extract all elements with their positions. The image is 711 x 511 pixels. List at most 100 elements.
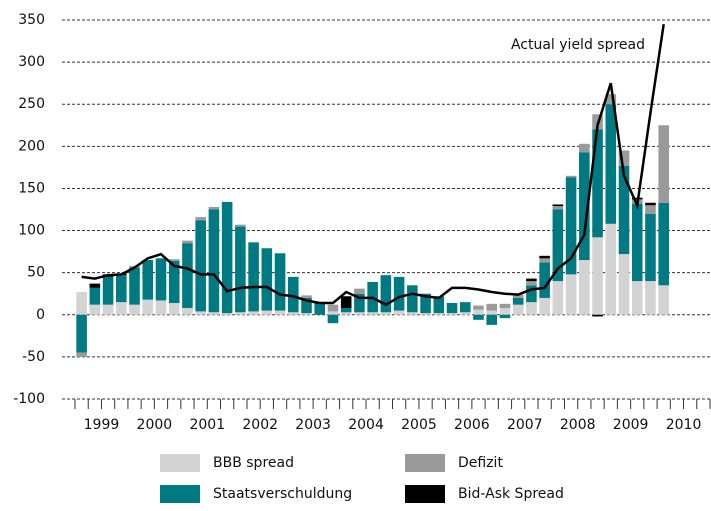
legend-label: Bid-Ask Spread [458,486,564,502]
bar [301,295,312,298]
bar [592,237,603,315]
bar [459,312,471,315]
bar [552,204,564,207]
bar [512,304,524,315]
bar [486,314,498,325]
bar [155,258,167,301]
bar [208,312,220,315]
y-tick-label: 200 [18,138,45,154]
y-tick-label: -50 [22,349,45,365]
bar [579,260,590,315]
bar [116,302,127,315]
bar [327,311,339,315]
bar [539,258,550,263]
bar [129,304,140,315]
bar [446,302,458,314]
bar [208,209,220,313]
bar [261,248,273,311]
line-annotation: Actual yield spread [511,37,645,53]
bar [195,220,206,312]
bar [420,313,431,315]
bar [539,297,550,315]
bar [486,303,498,311]
bar [499,308,511,315]
bar [473,305,484,310]
y-tick-label: 0 [36,307,45,323]
bar [526,302,537,315]
y-tick-label: 350 [18,12,45,28]
bar [407,285,418,313]
x-tick-label: 2004 [348,417,384,433]
bar [433,296,445,314]
bar [274,310,286,315]
bar [76,292,87,315]
bar [605,223,617,315]
bar [473,314,484,320]
bar [433,313,445,315]
bar [618,165,630,255]
bar [340,308,352,313]
bar [182,240,193,244]
x-tick-label: 2008 [560,417,596,433]
bar [208,206,220,210]
y-tick-label: 250 [18,96,45,112]
x-tick-label: 2009 [613,417,649,433]
legend-swatch [405,485,445,503]
bar [645,205,656,214]
bar [512,297,524,305]
x-tick-label: 2007 [507,417,543,433]
bar [393,276,405,311]
bar [301,313,312,315]
bar [235,224,246,227]
bar [340,312,352,315]
x-tick-label: 2000 [137,417,173,433]
bar [473,309,484,315]
bar [221,313,233,315]
bar [512,294,524,298]
bar [605,104,617,224]
bar [645,213,656,282]
bar [168,302,180,315]
x-tick-label: 2002 [242,417,278,433]
bar [446,313,458,315]
bar [592,129,603,238]
bar [248,311,259,315]
bar [76,314,87,353]
bar [235,226,246,313]
bar [287,312,299,315]
bar [565,177,577,275]
bar [301,297,312,314]
bar [235,312,246,315]
bar [340,296,352,309]
legend-label: BBB spread [213,455,294,471]
y-tick-label: 100 [18,223,45,239]
legend-swatch [160,485,200,503]
bar [499,303,511,309]
bar [142,299,154,315]
bar [380,275,392,313]
bar [102,304,114,315]
bar [486,310,498,315]
bar [221,201,233,314]
bar [645,202,656,206]
bar [552,209,564,282]
bar [565,274,577,315]
y-tick-label: -100 [13,391,45,407]
x-tick-label: 2010 [666,417,702,433]
legend-swatch [160,454,200,472]
bar [89,283,101,288]
y-tick-label: 50 [27,265,45,281]
bar [76,352,87,357]
bar [605,94,617,105]
bar [592,314,603,317]
bar [168,259,180,261]
bar [168,260,180,303]
bar [658,285,669,315]
bar [631,281,643,315]
bar [116,275,127,303]
legend-swatch [405,454,445,472]
bar [287,276,299,313]
bar [618,254,630,315]
bar [658,125,669,203]
bar [248,242,259,312]
